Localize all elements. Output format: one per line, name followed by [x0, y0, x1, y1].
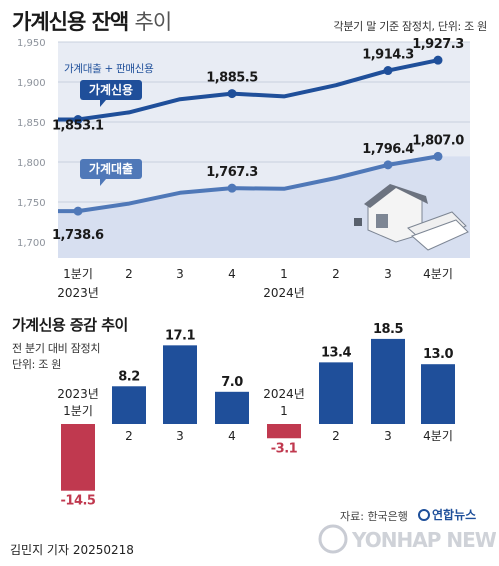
bar — [319, 362, 353, 424]
data-point — [383, 160, 393, 170]
data-label: 1,767.3 — [206, 165, 258, 180]
x-tick-label: 4 — [228, 267, 236, 281]
x-tick-label: 4 — [228, 429, 236, 443]
bar — [421, 364, 455, 424]
data-point — [433, 151, 443, 161]
x-tick-label: 2 — [125, 429, 133, 443]
area-fill — [58, 156, 470, 258]
data-point — [433, 55, 443, 65]
series-name: 가계대출 — [89, 161, 133, 176]
author-credit: 김민지 기자 20250218 — [10, 543, 134, 557]
x-tick-year: 2024년 — [263, 387, 305, 401]
x-tick-label: 1 — [280, 267, 288, 281]
money-stack — [411, 219, 469, 251]
data-point — [227, 89, 237, 99]
line-chart: 1,700 1,750 1,800 1,850 1,900 1,950 1,853.1 1,8… — [17, 37, 470, 300]
house-chimney — [354, 218, 362, 226]
house-illustration — [354, 184, 469, 251]
series-annotation: 가계대출 + 판매신용 — [64, 63, 154, 75]
bar-value-label: 8.2 — [118, 369, 140, 384]
x-tick-year: 2024년 — [263, 286, 305, 300]
house-window — [376, 214, 388, 228]
bar-value-label: 7.0 — [221, 375, 243, 390]
page-title: 가계신용 잔액 추이 — [12, 6, 173, 36]
bar-chart-title: 가계신용 증감 추이 — [12, 316, 128, 334]
x-tick-label: 2 — [125, 267, 133, 281]
series-tag — [80, 80, 142, 100]
series-tag — [80, 159, 142, 179]
series-name: 가계신용 — [89, 82, 133, 97]
brand-name: 연합뉴스 — [432, 508, 477, 522]
x-tick-label: 3 — [176, 267, 184, 281]
x-tick-label: 4분기 — [423, 267, 453, 281]
y-tick-label: 1,900 — [17, 78, 46, 89]
data-label: 1,796.4 — [362, 142, 414, 157]
x-tick-label: 3 — [384, 267, 392, 281]
data-point — [383, 66, 393, 76]
watermark-text: YONHAP NEWS — [351, 528, 496, 552]
data-point — [73, 206, 83, 216]
data-point — [73, 115, 83, 125]
title-bold: 가계신용 잔액 — [12, 10, 129, 34]
bar-value-label: 18.5 — [373, 322, 404, 337]
x-tick-label: 2 — [332, 267, 340, 281]
bar-chart-subtitle-1: 전 분기 대비 잠정치 — [12, 342, 101, 355]
bar — [267, 424, 301, 439]
bar-value-label: 17.1 — [165, 328, 196, 343]
source-note: 자료: 한국은행 — [340, 510, 408, 523]
series-tag-pointer — [100, 100, 106, 107]
watermark: YONHAP NEWS — [318, 524, 496, 554]
data-label: 1,853.1 — [52, 119, 104, 134]
data-point — [227, 183, 237, 193]
title-light: 추이 — [134, 10, 173, 34]
x-tick-year: 2023년 — [57, 387, 99, 401]
bar — [61, 424, 95, 491]
bar-chart-subtitle-2: 단위: 조 원 — [12, 358, 62, 371]
y-tick-label: 1,950 — [17, 38, 46, 49]
bar-value-label: 13.0 — [423, 347, 454, 362]
series-tag-pointer — [100, 179, 106, 186]
x-tick-label: 3 — [384, 429, 392, 443]
bar-value-label: 13.4 — [321, 345, 352, 360]
data-label: 1,738.6 — [52, 228, 104, 243]
x-tick-label: 2 — [332, 429, 340, 443]
brand-icon — [418, 509, 430, 521]
y-tick-label: 1,850 — [17, 118, 46, 129]
data-label: 1,885.5 — [206, 71, 258, 86]
brand-logo: 연합뉴스 — [418, 506, 476, 523]
y-tick-label: 1,700 — [17, 238, 46, 249]
bar-value-label: -3.1 — [271, 441, 298, 456]
x-tick-label: 1 — [280, 404, 288, 418]
unit-note: 각분기 말 기준 잠정치, 단위: 조 원 — [333, 20, 488, 33]
x-tick-year: 2023년 — [57, 286, 99, 300]
bar — [215, 391, 249, 424]
bar — [112, 386, 146, 424]
data-label: 1,914.3 — [362, 48, 414, 63]
data-label: 1,927.3 — [412, 37, 464, 52]
y-tick-label: 1,800 — [17, 158, 46, 169]
x-tick-label: 1분기 — [63, 404, 93, 418]
bar-chart: -14.5 8.2 17.1 7.0 -3.1 13.4 18.5 13.0 2023년 1분기 2… — [57, 322, 455, 509]
bar — [371, 338, 405, 424]
x-tick-label: 4분기 — [423, 429, 453, 443]
y-tick-label: 1,750 — [17, 198, 46, 209]
x-tick-label: 3 — [176, 429, 184, 443]
bar-value-label: -14.5 — [61, 494, 96, 509]
house-roof — [364, 184, 428, 208]
bar — [163, 345, 197, 424]
x-tick-label: 1분기 — [63, 267, 93, 281]
data-label: 1,807.0 — [412, 133, 464, 148]
